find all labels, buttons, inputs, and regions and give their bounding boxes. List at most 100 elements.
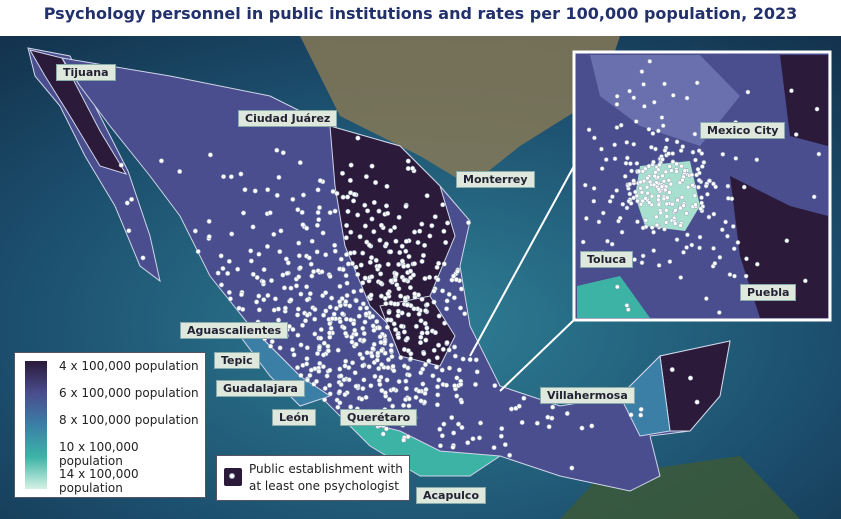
establishment (264, 244, 270, 250)
establishment (345, 208, 351, 214)
establishment (229, 231, 235, 237)
establishment (344, 222, 350, 228)
establishment (698, 206, 703, 212)
establishment (422, 320, 428, 326)
establishment (250, 271, 256, 277)
establishment (458, 305, 464, 311)
establishment (693, 202, 698, 208)
establishment (256, 293, 262, 299)
point-legend-text: at least one psychologist (249, 479, 399, 493)
establishment (277, 345, 283, 351)
establishment (373, 180, 379, 186)
establishment (661, 178, 667, 184)
establishment (424, 330, 430, 336)
establishment (443, 240, 449, 246)
establishment (227, 296, 233, 302)
establishment (432, 330, 438, 336)
establishment (271, 307, 277, 313)
establishment (755, 261, 760, 267)
city-label: Villahermosa (540, 387, 635, 404)
establishment (632, 257, 637, 262)
establishment (516, 403, 522, 409)
establishment (300, 322, 306, 328)
establishment (743, 273, 749, 279)
establishment (314, 249, 320, 255)
establishment (331, 311, 337, 317)
establishment (295, 332, 301, 338)
establishment (330, 188, 336, 194)
establishment (473, 381, 479, 387)
establishment (579, 425, 585, 431)
establishment (320, 364, 326, 370)
city-label: Monterrey (456, 171, 535, 188)
establishment (498, 433, 504, 439)
establishment (242, 187, 248, 193)
establishment (316, 344, 322, 350)
establishment (643, 196, 648, 201)
establishment (316, 217, 322, 223)
establishment (385, 261, 391, 267)
establishment (378, 271, 384, 277)
establishment (353, 341, 359, 347)
establishment (361, 331, 367, 337)
establishment (370, 346, 376, 352)
establishment (685, 184, 691, 190)
establishment (441, 261, 447, 267)
establishment (385, 357, 391, 363)
establishment (274, 192, 280, 198)
establishment (406, 254, 412, 260)
establishment (351, 289, 357, 295)
establishment (659, 115, 665, 120)
establishment (386, 396, 392, 402)
establishment (644, 184, 650, 190)
establishment (383, 241, 389, 247)
establishment (339, 311, 345, 317)
establishment (403, 378, 409, 384)
establishment (723, 219, 728, 225)
establishment (411, 306, 417, 312)
establishment (343, 330, 349, 336)
establishment (656, 202, 662, 208)
establishment (814, 106, 820, 112)
establishment (343, 358, 349, 364)
establishment (334, 190, 340, 196)
establishment (316, 368, 322, 374)
establishment (713, 184, 718, 190)
city-label: Guadalajara (216, 380, 305, 397)
establishment (614, 284, 620, 290)
establishment (458, 381, 464, 387)
establishment (390, 403, 396, 409)
establishment (413, 394, 419, 400)
establishment (364, 350, 370, 356)
establishment (459, 286, 465, 292)
establishment (636, 168, 642, 174)
establishment (297, 265, 303, 271)
establishment (793, 132, 799, 137)
establishment (370, 323, 376, 329)
establishment (309, 273, 315, 279)
establishment (620, 201, 626, 207)
establishment (635, 219, 640, 225)
establishment (420, 381, 426, 387)
establishment (207, 152, 213, 158)
establishment (629, 168, 634, 174)
establishment (733, 156, 739, 161)
establishment (440, 202, 446, 208)
establishment (624, 303, 630, 308)
establishment (359, 355, 365, 361)
city-label: Toluca (580, 251, 634, 268)
establishment (421, 351, 427, 357)
establishment (720, 152, 726, 157)
establishment (299, 209, 305, 215)
establishment (673, 208, 678, 213)
establishment (816, 151, 822, 157)
establishment (652, 173, 658, 179)
establishment (668, 181, 674, 187)
establishment (656, 263, 662, 268)
establishment (451, 273, 457, 279)
establishment (377, 237, 383, 243)
establishment (308, 367, 314, 373)
inset-establishments (580, 59, 822, 315)
establishment (440, 288, 446, 294)
establishment (388, 317, 394, 323)
